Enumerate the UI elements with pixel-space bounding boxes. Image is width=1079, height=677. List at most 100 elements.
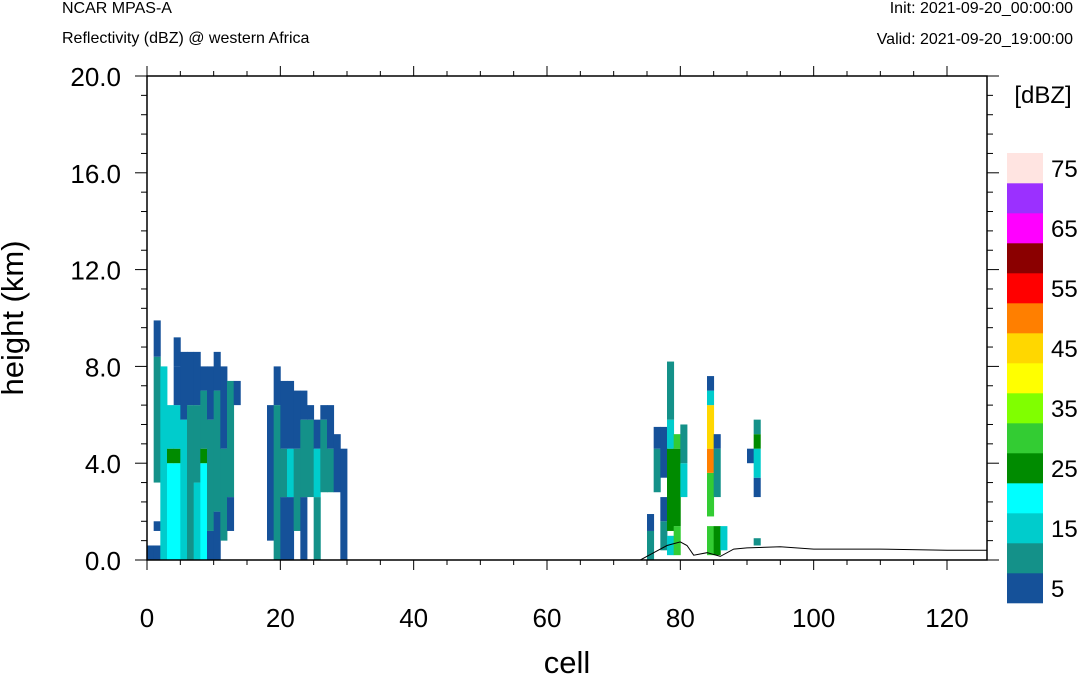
x-tick-label: 20 bbox=[266, 603, 295, 633]
y-tick-label: 8.0 bbox=[85, 352, 121, 382]
colorbar-swatch bbox=[1007, 513, 1043, 544]
reflectivity-cell bbox=[707, 390, 715, 406]
reflectivity-cell bbox=[173, 405, 181, 449]
colorbar-swatch bbox=[1007, 423, 1043, 454]
y-tick-label: 0.0 bbox=[85, 546, 121, 576]
reflectivity-cell bbox=[167, 463, 175, 560]
reflectivity-cell bbox=[753, 538, 761, 546]
reflectivity-cell bbox=[200, 448, 208, 464]
reflectivity-cell bbox=[300, 497, 308, 560]
reflectivity-cell bbox=[300, 390, 308, 420]
colorbar-swatch bbox=[1007, 393, 1043, 424]
colorbar-unit: [dBZ] bbox=[1014, 82, 1071, 109]
colorbar-swatch bbox=[1007, 453, 1043, 484]
valid-time: Valid: 2021-09-20_19:00:00 bbox=[876, 31, 1073, 48]
reflectivity-cell bbox=[313, 448, 321, 498]
colorbar-swatch bbox=[1007, 243, 1043, 274]
reflectivity-cell bbox=[193, 482, 201, 560]
init-time: Init: 2021-09-20_00:00:00 bbox=[889, 0, 1073, 17]
reflectivity-cell bbox=[273, 405, 281, 560]
colorbar-label: 5 bbox=[1051, 576, 1064, 603]
reflectivity-cell bbox=[707, 448, 715, 473]
reflectivity-cell bbox=[720, 526, 728, 551]
reflectivity-cell bbox=[707, 526, 715, 556]
x-tick-label: 80 bbox=[666, 603, 695, 633]
reflectivity-cell bbox=[660, 426, 668, 478]
reflectivity-cell bbox=[287, 380, 295, 449]
reflectivity-cell bbox=[707, 405, 715, 449]
reflectivity-cell bbox=[753, 477, 761, 498]
y-tick-label: 20.0 bbox=[70, 62, 121, 92]
reflectivity-cells bbox=[147, 320, 761, 560]
y-axis-title: height (km) bbox=[0, 240, 30, 395]
reflectivity-cell bbox=[220, 448, 228, 541]
reflectivity-cell bbox=[173, 448, 181, 464]
reflectivity-cell bbox=[280, 448, 288, 498]
reflectivity-cell bbox=[313, 419, 321, 449]
reflectivity-cell bbox=[647, 530, 655, 560]
reflectivity-cell bbox=[273, 366, 281, 406]
reflectivity-cell bbox=[753, 419, 761, 435]
x-axis-title: cell bbox=[544, 645, 591, 677]
reflectivity-cell bbox=[747, 448, 755, 464]
colorbar-swatch bbox=[1007, 273, 1043, 304]
reflectivity-cell bbox=[313, 497, 321, 560]
reflectivity-cell bbox=[227, 380, 235, 498]
reflectivity-cell bbox=[180, 351, 188, 420]
reflectivity-cell bbox=[713, 526, 721, 556]
reflectivity-cell bbox=[153, 545, 161, 560]
reflectivity-cell bbox=[320, 405, 328, 420]
reflectivity-cell bbox=[293, 448, 301, 531]
reflectivity-cell bbox=[667, 448, 675, 531]
axis-ticks bbox=[135, 66, 999, 570]
reflectivity-cell bbox=[287, 448, 295, 498]
reflectivity-cell bbox=[200, 390, 208, 449]
reflectivity-cell bbox=[147, 545, 155, 560]
reflectivity-cell bbox=[327, 405, 335, 449]
y-tick-label: 4.0 bbox=[85, 449, 121, 479]
colorbar-swatch bbox=[1007, 153, 1043, 184]
plot-frame bbox=[146, 75, 988, 561]
colorbar-swatch bbox=[1007, 303, 1043, 334]
reflectivity-cell bbox=[200, 366, 208, 391]
reflectivity-cell bbox=[213, 351, 221, 391]
reflectivity-cell bbox=[187, 405, 195, 560]
reflectivity-cell bbox=[713, 448, 721, 498]
colorbar bbox=[1007, 153, 1043, 604]
reflectivity-cell bbox=[173, 463, 181, 560]
reflectivity-cell bbox=[707, 376, 715, 391]
reflectivity-cell bbox=[307, 419, 315, 498]
reflectivity-cell bbox=[653, 448, 661, 493]
x-tick-label: 120 bbox=[925, 603, 968, 633]
reflectivity-cell bbox=[307, 405, 315, 420]
colorbar-swatch bbox=[1007, 333, 1043, 364]
reflectivity-cell bbox=[673, 434, 681, 449]
reflectivity-cell bbox=[167, 405, 175, 449]
x-tick-label: 100 bbox=[792, 603, 835, 633]
reflectivity-cell bbox=[213, 511, 221, 560]
y-tick-labels: 0.0 4.0 8.0 12.0 16.0 20.0 bbox=[70, 62, 121, 576]
colorbar-swatch bbox=[1007, 483, 1043, 514]
colorbar-swatch bbox=[1007, 543, 1043, 574]
reflectivity-cell bbox=[200, 463, 208, 560]
terrain-line bbox=[147, 541, 987, 561]
colorbar-label: 55 bbox=[1051, 276, 1078, 303]
colorbar-swatch bbox=[1007, 363, 1043, 394]
reflectivity-cell bbox=[153, 320, 161, 357]
reflectivity-cell bbox=[327, 448, 335, 493]
reflectivity-cell bbox=[180, 419, 188, 560]
reflectivity-cell bbox=[167, 448, 175, 464]
reflectivity-cell bbox=[193, 405, 201, 483]
colorbar-swatch bbox=[1007, 213, 1043, 244]
reflectivity-cell bbox=[207, 530, 215, 560]
reflectivity-cell bbox=[207, 366, 215, 420]
reflectivity-cell bbox=[300, 419, 308, 498]
y-tick-label: 16.0 bbox=[70, 159, 121, 189]
x-tick-label: 60 bbox=[533, 603, 562, 633]
colorbar-label: 15 bbox=[1051, 516, 1078, 543]
colorbar-label: 35 bbox=[1051, 396, 1078, 423]
reflectivity-cell bbox=[280, 380, 288, 449]
reflectivity-cell bbox=[680, 463, 688, 498]
colorbar-label: 45 bbox=[1051, 336, 1078, 363]
x-tick-labels: 0 20 40 60 80 100 120 bbox=[140, 603, 969, 633]
